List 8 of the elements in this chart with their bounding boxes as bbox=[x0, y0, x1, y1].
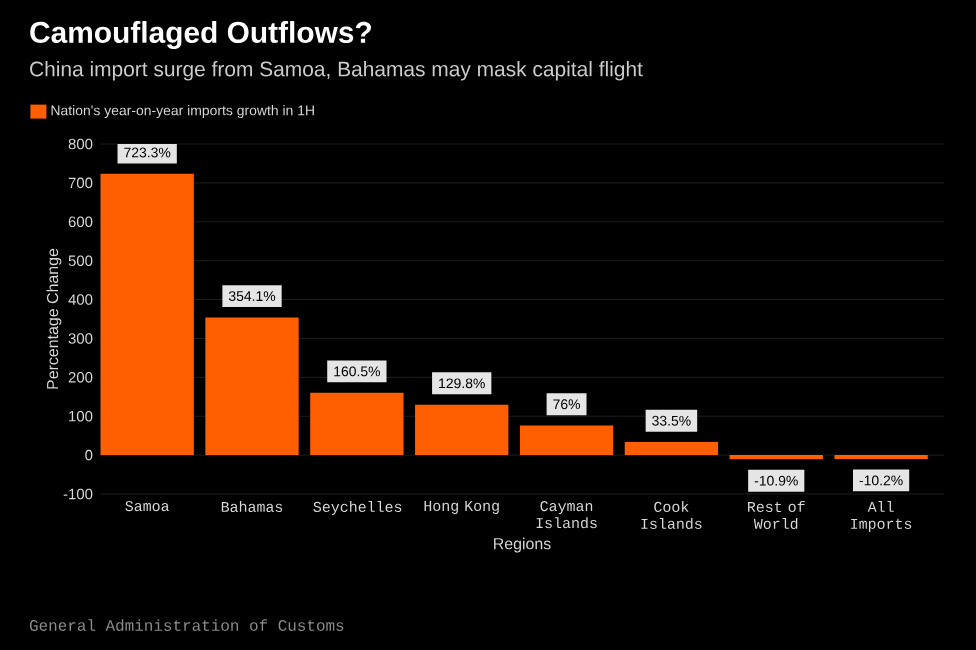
bar bbox=[310, 392, 404, 456]
bar bbox=[205, 317, 299, 456]
bar bbox=[519, 425, 614, 456]
chart-subtitle: China import surge from Samoa, Bahamas may mask capital flight bbox=[30, 61, 643, 81]
chart-title: Camouflaged Outflows? bbox=[30, 21, 372, 50]
bar bbox=[415, 404, 509, 456]
bar bbox=[100, 173, 194, 456]
bar bbox=[624, 442, 719, 456]
